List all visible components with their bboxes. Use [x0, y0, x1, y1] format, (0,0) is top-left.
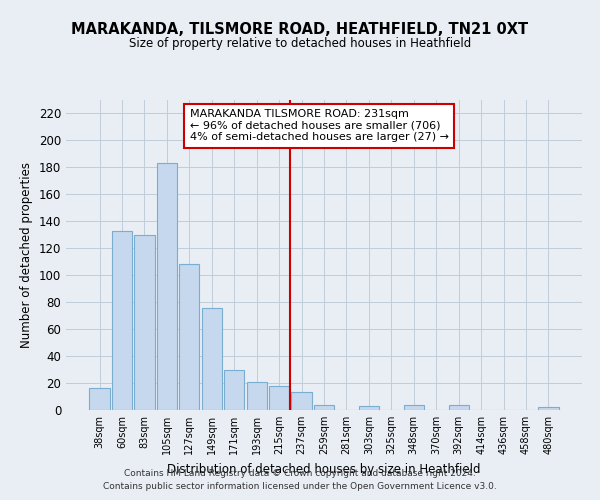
Bar: [292, 392, 311, 410]
Bar: [247, 382, 267, 410]
Text: MARAKANDA, TILSMORE ROAD, HEATHFIELD, TN21 0XT: MARAKANDA, TILSMORE ROAD, HEATHFIELD, TN…: [71, 22, 529, 38]
Bar: [269, 386, 289, 410]
Bar: [449, 404, 469, 410]
Bar: [89, 388, 110, 410]
Bar: [157, 164, 177, 410]
Bar: [134, 235, 155, 410]
Text: MARAKANDA TILSMORE ROAD: 231sqm
← 96% of detached houses are smaller (706)
4% of: MARAKANDA TILSMORE ROAD: 231sqm ← 96% of…: [190, 110, 449, 142]
Bar: [224, 370, 244, 410]
Bar: [359, 406, 379, 410]
X-axis label: Distribution of detached houses by size in Heathfield: Distribution of detached houses by size …: [167, 462, 481, 475]
Y-axis label: Number of detached properties: Number of detached properties: [20, 162, 33, 348]
Bar: [179, 264, 199, 410]
Bar: [314, 404, 334, 410]
Bar: [538, 408, 559, 410]
Text: Contains public sector information licensed under the Open Government Licence v3: Contains public sector information licen…: [103, 482, 497, 491]
Bar: [404, 404, 424, 410]
Text: Contains HM Land Registry data © Crown copyright and database right 2024.: Contains HM Land Registry data © Crown c…: [124, 468, 476, 477]
Text: Size of property relative to detached houses in Heathfield: Size of property relative to detached ho…: [129, 38, 471, 51]
Bar: [202, 308, 222, 410]
Bar: [112, 230, 132, 410]
